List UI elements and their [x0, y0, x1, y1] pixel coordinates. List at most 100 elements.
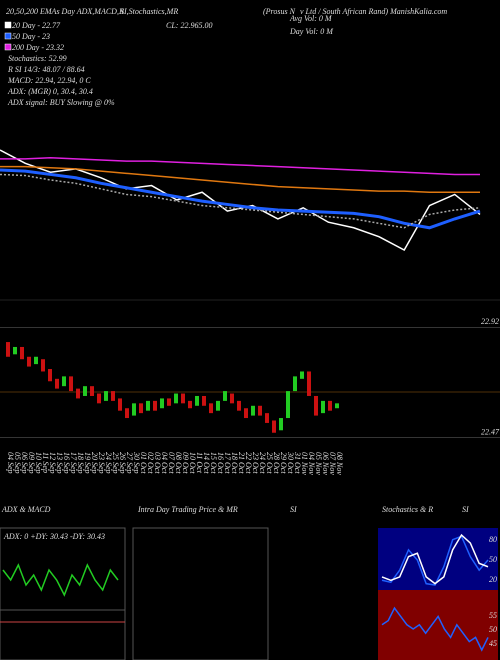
panel-subtitle: SI: [462, 505, 469, 514]
candle: [279, 418, 283, 431]
series-line: [0, 157, 480, 176]
x-tick-label: 25 Sep: [111, 452, 120, 474]
candle: [174, 393, 178, 404]
candle: [97, 393, 101, 404]
series-line: [0, 168, 481, 230]
x-tick-label: 04 Sep: [6, 452, 15, 474]
candle: [69, 376, 73, 392]
x-tick-label: 30 Oct: [286, 451, 295, 474]
x-tick-label: 23 Oct: [251, 452, 260, 474]
panel-subtitle: SI: [290, 505, 297, 514]
x-tick-label: 07 Nov: [328, 452, 337, 475]
info-text: 20,50,200 EMAs Day ADX,MACD,R: [6, 7, 124, 16]
rsi-panel: [378, 590, 498, 660]
adx-panel: [0, 527, 126, 660]
candle: [160, 398, 164, 409]
series-line: [0, 149, 481, 252]
x-tick-label: 18 Oct: [230, 452, 239, 474]
x-tick-label: 14 Oct: [202, 452, 211, 474]
y-tick-label: 45: [489, 639, 497, 648]
panel-title: Stochastics & R: [382, 505, 433, 514]
y-tick-label: 20: [489, 575, 497, 584]
candle: [125, 408, 129, 419]
candle: [83, 386, 87, 396]
info-text: v Ltd / South African Rand) ManishKalia.…: [300, 7, 447, 16]
candle: [202, 395, 206, 406]
candle: [139, 403, 143, 414]
candle: [209, 403, 213, 414]
candle: [314, 395, 318, 416]
candle: [223, 391, 227, 401]
candle: [41, 359, 45, 372]
candle: [272, 420, 276, 433]
series-line: [381, 606, 489, 652]
x-tick-label: 17 Sep: [69, 452, 78, 474]
y-tick-label: 55: [489, 611, 497, 620]
x-tick-label: 25 Oct: [265, 452, 274, 474]
x-tick-label: 11 Sep: [41, 452, 50, 473]
candle: [328, 400, 332, 411]
y-tick-label: 80: [489, 535, 497, 544]
x-tick-label: 22 Oct: [244, 452, 253, 474]
candle: [286, 391, 290, 419]
x-tick-label: 06 Nov: [321, 452, 330, 475]
info-text: 20 Day - 22.77: [12, 21, 61, 30]
info-text: SI,Stochastics,MR: [120, 7, 178, 16]
candle: [48, 369, 52, 382]
panel-subtitle: ADX: 0 +DY: 30.43 -DY: 30.43: [3, 532, 105, 541]
legend-swatch: [4, 21, 12, 29]
x-tick-label: 26 Sep: [118, 452, 127, 474]
series-line: [381, 533, 489, 585]
x-tick-label: 01 Oct: [139, 452, 148, 474]
candle: [300, 371, 304, 379]
series-line: [2, 563, 119, 597]
candle: [167, 398, 171, 406]
x-tick-label: 28 Oct: [272, 452, 281, 474]
candle: [13, 346, 17, 355]
candle: [307, 371, 311, 396]
x-tick-label: 31 Oct: [293, 451, 302, 474]
x-tick-label: 08 Oct: [174, 452, 183, 474]
x-tick-label: 18 Sep: [76, 452, 85, 474]
x-tick-label: 24 Sep: [104, 452, 113, 474]
candle: [90, 386, 94, 396]
x-tick-label: 07 Oct: [167, 452, 176, 474]
candle: [153, 400, 157, 411]
info-text: CL: 22.965.00: [166, 21, 212, 30]
x-tick-label: 02 Oct: [146, 452, 155, 474]
candle: [258, 405, 262, 416]
x-tick-label: 19 Sep: [83, 452, 92, 474]
info-text: 50 Day - 23: [12, 32, 50, 41]
candle: [216, 400, 220, 411]
x-tick-label: 13 Sep: [55, 452, 64, 474]
x-tick-label: 04 Nov: [307, 452, 316, 475]
panel-title: ADX & MACD: [1, 505, 51, 514]
info-text: Day Vol: 0 M: [289, 27, 334, 36]
x-tick-label: 12 Sep: [48, 452, 57, 474]
x-tick-label: 20 Sep: [90, 452, 99, 474]
candle: [195, 395, 199, 406]
x-tick-label: 05 Sep: [13, 452, 22, 474]
x-tick-label: 17 Oct: [223, 452, 232, 474]
x-tick-label: 27 Sep: [125, 452, 134, 474]
candle: [111, 391, 115, 401]
candle: [118, 398, 122, 411]
x-tick-label: 03 Oct: [153, 452, 162, 474]
x-tick-label: 21 Oct: [237, 452, 246, 474]
x-tick-label: 05 Nov: [314, 452, 323, 475]
candle: [188, 400, 192, 409]
candle: [265, 413, 269, 423]
candle: [321, 400, 325, 414]
candle: [34, 356, 38, 365]
x-tick-label: 09 Oct: [181, 452, 190, 474]
info-text: 200 Day - 23.32: [12, 43, 64, 52]
x-tick-label: 30 Sep: [132, 451, 141, 474]
x-tick-label: 24 Oct: [258, 452, 267, 474]
info-text: R SI 14/3: 48.07 / 88.64: [7, 65, 85, 74]
x-tick-label: 16 Oct: [216, 452, 225, 474]
candle: [181, 393, 185, 404]
x-tick-label: 23 Sep: [97, 452, 106, 474]
candle: [237, 400, 241, 411]
candle: [76, 388, 80, 399]
